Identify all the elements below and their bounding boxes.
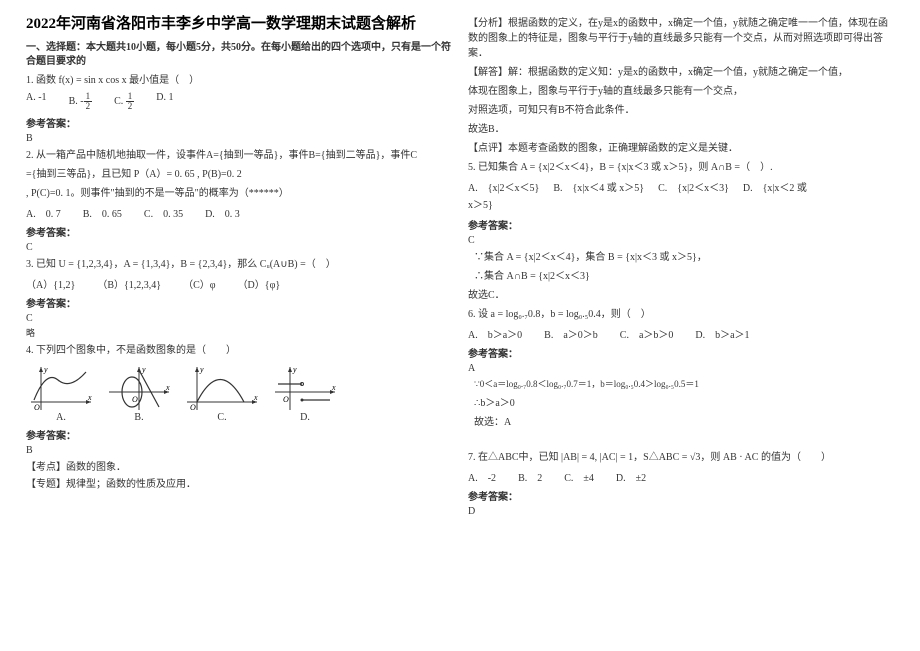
- q7-text: 7. 在△ABC中，已知 |AB| = 4, |AC| = 1，S△ABC = …: [468, 450, 894, 465]
- section-1-header: 一、选择题：本大题共10小题，每小题5分，共50分。在每小题给出的四个选项中，只…: [26, 41, 452, 69]
- q5-exp2: ∴集合 A∩B = {x|2＜x＜3}: [474, 269, 894, 284]
- q5-ans-label: 参考答案：: [468, 217, 894, 232]
- q1-options: A. -1 B. -12 C. 12 D. 1: [26, 92, 452, 111]
- q6-optC: C. a＞b＞0: [620, 326, 674, 341]
- q1-ans: B: [26, 133, 452, 144]
- q4-text: 4. 下列四个图象中，不是函数图象的是（ ）: [26, 343, 452, 358]
- svg-text:y: y: [43, 365, 48, 374]
- q7-ans: D: [468, 506, 894, 517]
- q6-ans: A: [468, 363, 894, 374]
- q4-ans-label: 参考答案：: [26, 427, 452, 442]
- q7-options: A. -2 B. 2 C. ±4 D. ±2: [468, 469, 894, 484]
- q3-text: 3. 已知 U = {1,2,3,4}，A = {1,3,4}，B = {2,3…: [26, 257, 452, 272]
- q5-optD2: x＞5}: [468, 198, 894, 213]
- q5-optA: A. {x|2＜x＜5}: [468, 179, 539, 194]
- q5-exp1: ∵集合 A = {x|2＜x＜4}，集合 B = {x|x＜3 或 x＞5}，: [474, 250, 894, 265]
- q7-optB: B. 2: [518, 469, 542, 484]
- q6-text: 6. 设 a = log₀.₇0.8，b = log₀.₅0.4，则（ ）: [468, 307, 894, 322]
- q3-optD: （D）{φ}: [238, 276, 281, 291]
- q5-optC: C. {x|2＜x＜3}: [658, 179, 729, 194]
- svg-text:O: O: [132, 395, 138, 404]
- svg-text:O: O: [34, 403, 40, 412]
- q2-optD: D. 0. 3: [205, 205, 240, 220]
- ana1: 【分析】根据函数的定义，在y是x的函数中，x确定一个值，y就随之确定唯一一个值，…: [468, 16, 894, 61]
- q6-optB: B. a＞0＞b: [544, 326, 598, 341]
- q3-ans-label: 参考答案：: [26, 295, 452, 310]
- q1-optA: A. -1: [26, 92, 47, 111]
- q6-optD: D. b＞a＞1: [695, 326, 749, 341]
- q5-optB: B. {x|x＜4 或 x＞5}: [553, 179, 644, 194]
- q4-graph-c: x y O C.: [182, 362, 262, 423]
- q6-exp3: 故选：A: [474, 415, 894, 430]
- q2-text3: , P(C)=0. 1。则事件"抽到的不是一等品"的概率为（******）: [26, 186, 452, 201]
- q2-optC: C. 0. 35: [144, 205, 183, 220]
- q5-options: A. {x|2＜x＜5} B. {x|x＜4 或 x＞5} C. {x|2＜x＜…: [468, 179, 894, 194]
- q1-ans-label: 参考答案：: [26, 115, 452, 130]
- doc-title: 2022年河南省洛阳市丰李乡中学高一数学理期末试题含解析: [26, 12, 452, 33]
- svg-text:O: O: [190, 403, 196, 412]
- q1-text: 1. 函数 f(x) = sin x cos x 最小值是（ ）: [26, 73, 452, 88]
- svg-text:O: O: [283, 395, 289, 404]
- q2-ans-label: 参考答案：: [26, 224, 452, 239]
- q4-labA: A.: [56, 412, 66, 423]
- q1-optC: C. 12: [114, 92, 134, 111]
- ana3: 体现在图象上，图象与平行于y轴的直线最多只能有一个交点，: [468, 84, 894, 99]
- q2-ans: C: [26, 242, 452, 253]
- q4-labC: C.: [217, 412, 226, 423]
- q6-ans-label: 参考答案：: [468, 345, 894, 360]
- q4-labD: D.: [300, 412, 310, 423]
- q5-ans: C: [468, 235, 894, 246]
- svg-text:y: y: [141, 365, 146, 374]
- q5-exp3: 故选C．: [468, 288, 894, 303]
- right-column: 【分析】根据函数的定义，在y是x的函数中，x确定一个值，y就随之确定唯一一个值，…: [460, 12, 902, 639]
- ana6: 【点评】本题考查函数的图象，正确理解函数的定义是关键．: [468, 141, 894, 156]
- ana2: 【解答】解：根据函数的定义知：y是x的函数中，x确定一个值，y就随之确定一个值，: [468, 65, 894, 80]
- q3-optC: （C）φ: [183, 276, 215, 291]
- q6-exp1: ∵0＜a＝log₀.₇0.8＜log₀.₇0.7＝1，b＝log₀.₅0.4＞l…: [474, 378, 894, 392]
- svg-text:y: y: [199, 365, 204, 374]
- q4-tag2: 【专题】规律型；函数的性质及应用．: [26, 475, 452, 490]
- q2-text2: ={抽到三等品}，且已知 P（A）= 0. 65 , P(B)=0. 2: [26, 167, 452, 182]
- left-column: 2022年河南省洛阳市丰李乡中学高一数学理期末试题含解析 一、选择题：本大题共1…: [18, 12, 460, 639]
- svg-text:x: x: [331, 383, 336, 392]
- q4-graph-d: x y O D.: [270, 362, 340, 423]
- q3-ans: C: [26, 313, 452, 324]
- q4-ans: B: [26, 445, 452, 456]
- q6-options: A. b＞a＞0 B. a＞0＞b C. a＞b＞0 D. b＞a＞1: [468, 326, 894, 341]
- q7-optD: D. ±2: [616, 469, 646, 484]
- svg-text:y: y: [292, 365, 297, 374]
- q4-graphs: x y O A. x y O B.: [26, 362, 452, 423]
- q4-labB: B.: [134, 412, 143, 423]
- q2-options: A. 0. 7 B. 0. 65 C. 0. 35 D. 0. 3: [26, 205, 452, 220]
- q1-optD: D. 1: [156, 92, 173, 111]
- q3-options: （A）{1,2} （B）{1,2,3,4} （C）φ （D）{φ}: [26, 276, 452, 291]
- q6-exp2: ∴b＞a＞0: [474, 396, 894, 411]
- svg-text:x: x: [253, 393, 258, 402]
- ana4: 对照选项，可知只有B不符合此条件．: [468, 103, 894, 118]
- q2-optA: A. 0. 7: [26, 205, 61, 220]
- svg-text:x: x: [165, 383, 170, 392]
- q7-optA: A. -2: [468, 469, 496, 484]
- q7-ans-label: 参考答案：: [468, 488, 894, 503]
- q1-optB: B. -12: [69, 92, 93, 111]
- q3-note: 略: [26, 326, 452, 339]
- q5-optD: D. {x|x＜2 或: [743, 179, 807, 194]
- q2-text: 2. 从一箱产品中随机地抽取一件，设事件A={抽到一等品}，事件B={抽到二等品…: [26, 148, 452, 163]
- ana5: 故选B．: [468, 122, 894, 137]
- q4-graph-b: x y O B.: [104, 362, 174, 423]
- q7-optC: C. ±4: [564, 469, 594, 484]
- q5-text: 5. 已知集合 A = {x|2＜x＜4}，B = {x|x＜3 或 x＞5}，…: [468, 160, 894, 175]
- q3-optB: （B）{1,2,3,4}: [97, 276, 161, 291]
- q4-tag1: 【考点】函数的图象．: [26, 458, 452, 473]
- svg-text:x: x: [87, 393, 92, 402]
- q4-graph-a: x y O A.: [26, 362, 96, 423]
- q3-optA: （A）{1,2}: [26, 276, 75, 291]
- q2-optB: B. 0. 65: [83, 205, 122, 220]
- q6-optA: A. b＞a＞0: [468, 326, 522, 341]
